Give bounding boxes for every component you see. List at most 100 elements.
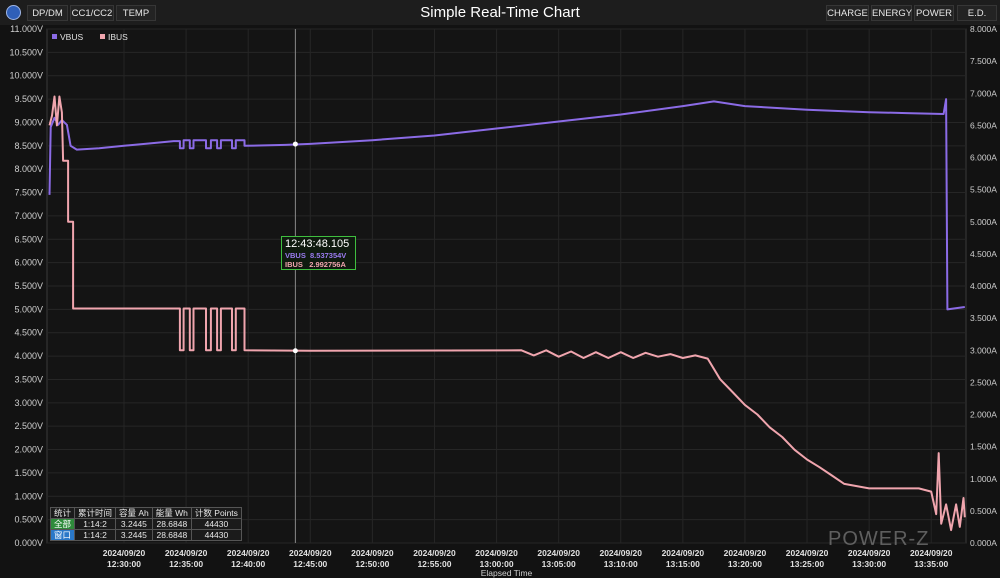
- toolbar: DP/DM CC1/CC2 TEMP Simple Real-Time Char…: [0, 0, 1000, 25]
- x-tick-date-label: 2024/09/20: [227, 548, 270, 558]
- y-right-tick-label: 2.500A: [970, 377, 997, 387]
- chart-title: Simple Real-Time Chart: [420, 4, 580, 21]
- tooltip-ibus: IBUS 2.992756A: [285, 260, 352, 269]
- y-right-tick-label: 4.000A: [970, 281, 997, 291]
- y-left-tick-label: 5.500V: [14, 281, 43, 291]
- x-tick-time-label: 13:35:00: [914, 559, 948, 569]
- stats-header: 容量 Ah: [115, 507, 153, 519]
- y-right-tick-label: 1.500A: [970, 442, 997, 452]
- x-tick-time-label: 13:30:00: [852, 559, 886, 569]
- legend-vbus-swatch: [52, 34, 57, 39]
- chart-svg[interactable]: 11.000V 10.500V 10.000V 9.500V 9.000V 8.500V 8…: [0, 25, 1000, 578]
- x-tick-time-label: 12:30:00: [107, 559, 141, 569]
- y-right-tick-label: 5.500A: [970, 185, 997, 195]
- y-right-tick-label: 7.500A: [970, 56, 997, 66]
- legend-ibus: IBUS: [108, 32, 128, 42]
- y-right-tick-label: 8.000A: [970, 25, 997, 34]
- y-right-tick-label: 4.500A: [970, 249, 997, 259]
- charge-button[interactable]: CHARGE: [826, 5, 869, 21]
- stats-header-row: 统计 累计时间 容量 Ah 能量 Wh 计数 Points: [49, 507, 242, 519]
- y-left-tick-label: 11.000V: [10, 25, 43, 34]
- legend-vbus: VBUS: [60, 32, 83, 42]
- y-right-tick-label: 7.000A: [970, 88, 997, 98]
- stats-cell: 1:14:2: [74, 529, 117, 541]
- cursor-point-vbus: [292, 141, 298, 147]
- tooltip-time: 12:43:48.105: [285, 238, 350, 250]
- y-left-tick-label: 3.000V: [14, 398, 43, 408]
- y-left-tick-label: 3.500V: [14, 374, 43, 384]
- y-left-tick-label: 9.000V: [14, 117, 43, 127]
- x-tick-date-label: 2024/09/20: [289, 548, 332, 558]
- tab-cc1-cc2[interactable]: CC1/CC2: [70, 5, 114, 21]
- stats-table: 统计 累计时间 容量 Ah 能量 Wh 计数 Points 全部 1:14:2 …: [49, 507, 242, 541]
- x-tick-date-label: 2024/09/20: [103, 548, 146, 558]
- y-left-tick-label: 6.500V: [14, 234, 43, 244]
- y-right-tick-label: 0.500A: [970, 506, 997, 516]
- y-left-tick-label: 2.000V: [14, 445, 43, 455]
- x-tick-date-label: 2024/09/20: [165, 548, 208, 558]
- stats-cell: 1:14:2: [74, 518, 117, 530]
- y-left-tick-label: 1.000V: [14, 491, 43, 501]
- energy-button[interactable]: ENERGY: [871, 5, 912, 21]
- y-right-tick-label: 2.000A: [970, 410, 997, 420]
- power-button[interactable]: POWER: [914, 5, 954, 21]
- x-tick-date-label: 2024/09/20: [413, 548, 456, 558]
- x-tick-date-label: 2024/09/20: [599, 548, 642, 558]
- y-right-tick-label: 0.000A: [970, 538, 997, 548]
- stats-header: 能量 Wh: [151, 507, 192, 519]
- y-right-tick-label: 6.000A: [970, 153, 997, 163]
- y-left-tick-label: 4.000V: [14, 351, 43, 361]
- y-left-tick-label: 10.500V: [9, 47, 43, 57]
- tab-dp-dm[interactable]: DP/DM: [27, 5, 68, 21]
- x-tick-time-label: 13:25:00: [790, 559, 824, 569]
- x-tick-time-label: 12:35:00: [169, 559, 203, 569]
- x-tick-date-label: 2024/09/20: [848, 548, 891, 558]
- stats-cell: 28.6848: [151, 518, 192, 530]
- x-tick-time-label: 13:20:00: [728, 559, 762, 569]
- y-left-tick-label: 8.500V: [14, 141, 43, 151]
- stats-row-label: 全部: [49, 518, 76, 530]
- tab-temp[interactable]: TEMP: [116, 5, 156, 21]
- tooltip-ibus-value: 2.992756A: [309, 260, 346, 269]
- x-tick-time-label: 12:55:00: [417, 559, 451, 569]
- x-tick-time-label: 13:10:00: [604, 559, 638, 569]
- y-left-tick-label: 0.500V: [14, 515, 43, 525]
- stats-header: 统计: [49, 507, 76, 519]
- stats-cell: 44430: [190, 518, 242, 530]
- watermark-logo: POWER-Z: [828, 528, 930, 550]
- x-tick-date-label: 2024/09/20: [351, 548, 394, 558]
- y-left-tick-label: 1.500V: [14, 468, 43, 478]
- ed-button[interactable]: E.D.: [957, 5, 997, 21]
- y-left-tick-label: 7.500V: [14, 188, 43, 198]
- stats-header: 计数 Points: [190, 507, 242, 519]
- stats-cell: 3.2445: [115, 518, 153, 530]
- x-tick-date-label: 2024/09/20: [724, 548, 767, 558]
- y-left-tick-label: 0.000V: [14, 538, 43, 548]
- y-left-tick-label: 6.000V: [14, 258, 43, 268]
- app-logo-icon: [6, 5, 21, 20]
- x-tick-date-label: 2024/09/20: [662, 548, 705, 558]
- cursor-tooltip: 12:43:48.105 VBUS 8.537354V IBUS 2.99275…: [281, 236, 356, 270]
- stats-row-label: 窗口: [49, 529, 76, 541]
- x-tick-time-label: 12:45:00: [293, 559, 327, 569]
- cursor-point-ibus: [292, 348, 298, 354]
- y-right-tick-label: 5.000A: [970, 217, 997, 227]
- y-left-tick-label: 10.000V: [9, 71, 43, 81]
- x-tick-date-label: 2024/09/20: [786, 548, 829, 558]
- stats-cell: 3.2445: [115, 529, 153, 541]
- y-left-tick-label: 7.000V: [14, 211, 43, 221]
- y-right-tick-label: 3.000A: [970, 345, 997, 355]
- stats-cell: 44430: [190, 529, 242, 541]
- y-right-tick-label: 6.500A: [970, 120, 997, 130]
- tooltip-vbus-label: VBUS: [285, 251, 306, 260]
- y-right-tick-label: 1.000A: [970, 474, 997, 484]
- y-left-tick-label: 8.000V: [14, 164, 43, 174]
- y-right-tick-label: 3.500A: [970, 313, 997, 323]
- stats-row-total: 全部 1:14:2 3.2445 28.6848 44430: [49, 518, 242, 530]
- series-line-ibus: [48, 95, 966, 532]
- y-left-tick-label: 9.500V: [14, 94, 43, 104]
- tooltip-vbus-value: 8.537354V: [310, 251, 347, 260]
- stats-row-window: 窗口 1:14:2 3.2445 28.6848 44430: [49, 529, 242, 541]
- stats-header: 累计时间: [74, 507, 117, 519]
- stats-cell: 28.6848: [151, 529, 192, 541]
